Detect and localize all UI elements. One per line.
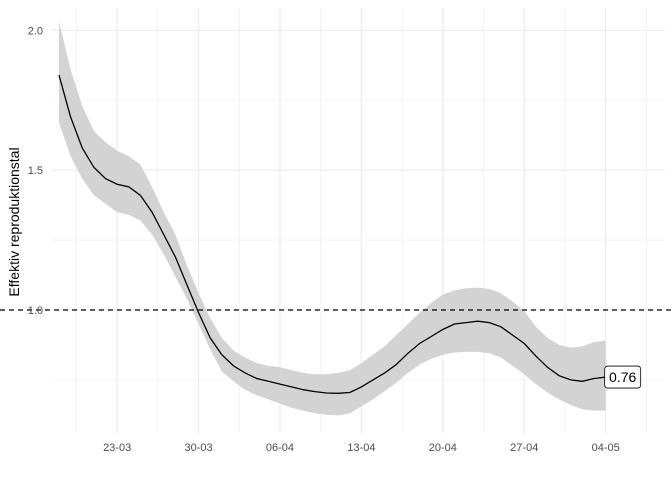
x-tick-label: 27-04 — [510, 442, 538, 454]
x-tick-label: 04-05 — [592, 442, 620, 454]
y-tick-label: 1.5 — [28, 165, 43, 177]
y-axis-title: Effektiv reproduktionstal — [6, 147, 22, 296]
x-tick-label: 23-03 — [103, 442, 131, 454]
y-tick-label: 2.0 — [28, 25, 43, 37]
x-tick-label: 13-04 — [347, 442, 375, 454]
x-tick-label: 20-04 — [429, 442, 457, 454]
x-axis-ticks: 23-03 30-03 06-04 13-04 20-04 27-04 04-05 — [103, 442, 620, 454]
end-value-label-box — [604, 365, 642, 389]
x-tick-label: 06-04 — [266, 442, 294, 454]
y-tick-label: 1.0 — [28, 305, 43, 317]
end-value-label: 0.76 — [604, 365, 642, 389]
confidence-ribbon — [59, 22, 606, 416]
y-axis-ticks: 1.0 1.5 2.0 — [28, 25, 43, 317]
end-value-label-text: 0.76 — [609, 369, 636, 385]
series-line — [58, 74, 606, 394]
x-tick-label: 30-03 — [184, 442, 212, 454]
